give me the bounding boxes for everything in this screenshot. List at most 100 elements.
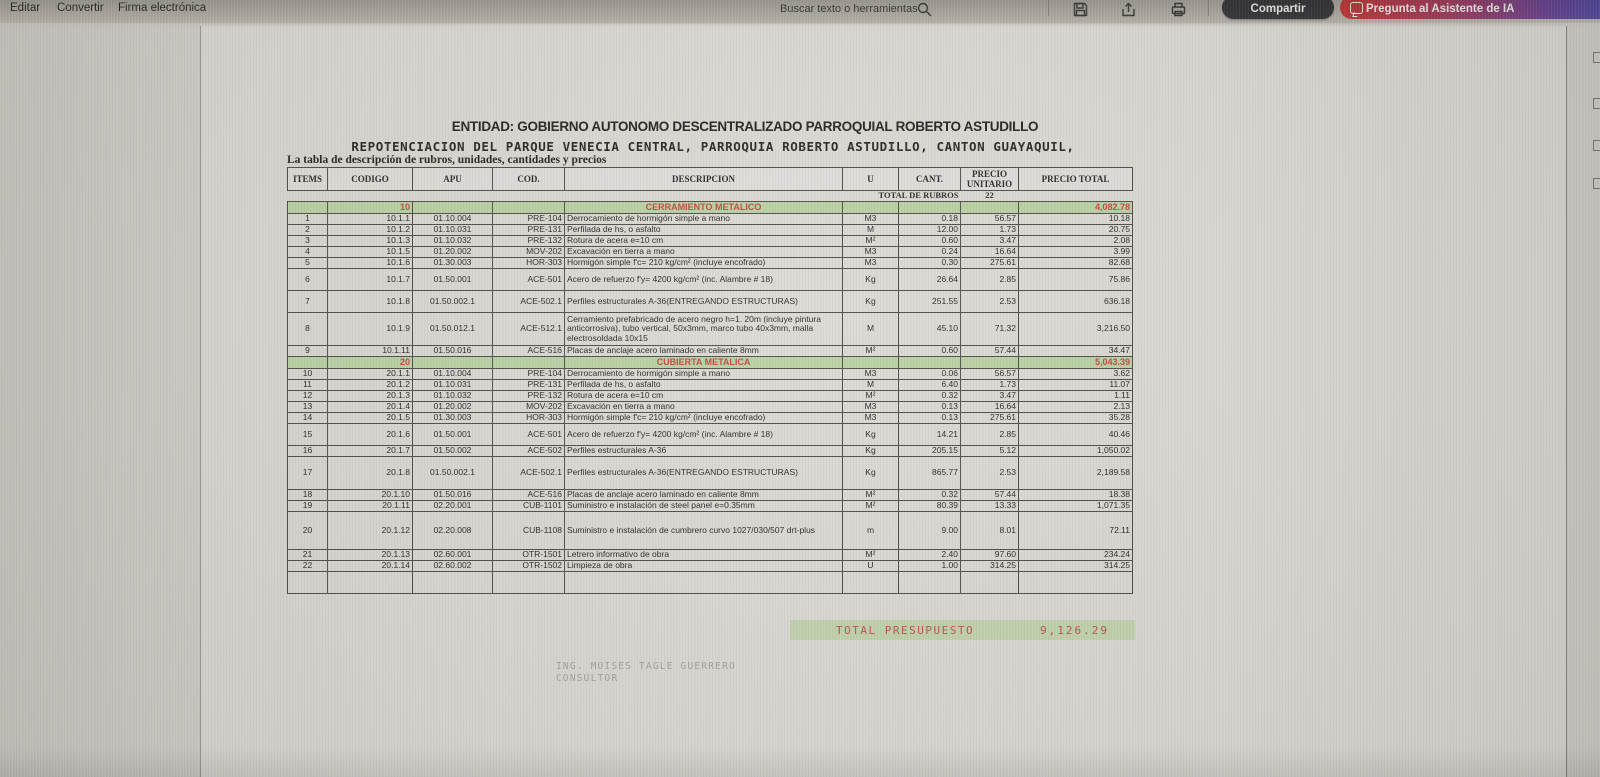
cantidad-cell: 865.77 [898, 456, 961, 490]
sidebar-icon-stub[interactable] [1593, 52, 1600, 63]
cod-cell: HOR-303 [492, 257, 565, 269]
cantidad-cell: 251.55 [898, 290, 961, 313]
apu-cell: 02.60.002 [412, 560, 493, 572]
codigo-cell: 20.1.6 [327, 423, 413, 446]
codigo-cell: 20.1.11 [327, 500, 413, 512]
descripcion-cell: Limpieza de obra [564, 560, 843, 572]
cod-cell: ACE-502.1 [492, 456, 565, 490]
item-number: 11 [287, 379, 328, 391]
item-number: 9 [287, 345, 328, 357]
compartir-button[interactable]: Compartir [1222, 0, 1334, 19]
cod-cell: ACE-502 [492, 445, 565, 457]
empty-cell [842, 571, 899, 594]
group-total: 4,082.78 [1018, 201, 1133, 214]
precio-unitario-cell: 57.44 [960, 489, 1019, 501]
save-icon[interactable] [1072, 1, 1089, 18]
group-cell [960, 201, 1019, 214]
search-icon[interactable] [916, 1, 933, 18]
descripcion-cell: Derrocamiento de hormigón simple a mano [564, 368, 843, 380]
group-cell [492, 201, 565, 214]
cantidad-cell: 0.24 [898, 246, 961, 258]
table-row: 12 20.1.3 01.10.032 PRE-132 Rotura de acera … [287, 390, 1133, 402]
table-row: 1 10.1.1 01.10.004 PRE-104 Derrocamiento de … [287, 213, 1133, 225]
cantidad-cell: 0.30 [898, 257, 961, 269]
menu-editar[interactable]: Editar [10, 2, 41, 14]
unidad-cell: M [842, 379, 899, 391]
precio-unitario-cell: 2.53 [960, 456, 1019, 490]
group-code: 20 [327, 356, 413, 369]
cod-cell: MOV-202 [492, 401, 565, 413]
descripcion-cell: Excavación en tierra a mano [564, 401, 843, 413]
table-row: 6 10.1.7 01.50.001 ACE-501 Acero de refuerzo… [287, 268, 1133, 291]
item-number: 19 [287, 500, 328, 512]
group-name: CUBIERTA METALICA [564, 356, 843, 369]
group-name: CERRAMIENTO METALICO [564, 201, 843, 214]
group-cell [492, 356, 565, 369]
ai-assistant-button[interactable]: Pregunta al Asistente de IA [1340, 0, 1600, 19]
search-label: Buscar texto o herramientas [780, 3, 918, 15]
precio-total-cell: 1.11 [1018, 390, 1133, 402]
table-row: 3 10.1.3 01.10.032 PRE-132 Rotura de acera e… [287, 235, 1133, 247]
cod-cell: PRE-104 [492, 213, 565, 225]
cod-cell: ACE-512.1 [492, 312, 565, 346]
cantidad-cell: 45.10 [898, 312, 961, 346]
group-cell [412, 201, 493, 214]
sidebar-icon-stub[interactable] [1593, 140, 1600, 151]
cod-cell: ACE-502.1 [492, 290, 565, 313]
apu-cell: 01.10.032 [412, 390, 493, 402]
empty-cell [492, 571, 565, 594]
descripcion-cell: Rotura de acera e=10 cm [564, 235, 843, 247]
cod-cell: ACE-516 [492, 489, 565, 501]
apu-cell: 01.10.004 [412, 368, 493, 380]
unidad-cell: M² [842, 500, 899, 512]
print-icon[interactable] [1170, 1, 1187, 18]
descripcion-cell: Rotura de acera e=10 cm [564, 390, 843, 402]
menu-convertir[interactable]: Convertir [57, 2, 104, 14]
descripcion-cell: Perfiles estructurales A-36(ENTREGANDO E… [564, 290, 843, 313]
share-icon[interactable] [1120, 1, 1137, 18]
precio-unitario-cell: 2.85 [960, 423, 1019, 446]
unidad-cell: U [842, 560, 899, 572]
header-row: ITEMS CODIGO APU COD. DESCRIPCION U CANT. PRECI… [287, 167, 1133, 191]
column-header: APU [412, 167, 493, 191]
precio-unitario-cell: 16.64 [960, 246, 1019, 258]
precio-total-cell: 11.07 [1018, 379, 1133, 391]
item-number: 22 [287, 560, 328, 572]
sidebar-icon-stub[interactable] [1593, 178, 1600, 189]
descripcion-cell: Suministro e instalación de cumbrero cur… [564, 511, 843, 550]
total-rubros-label: TOTAL DE RUBROS [878, 190, 959, 201]
sidebar-icon-stub[interactable] [1593, 98, 1600, 109]
cod-cell: PRE-104 [492, 368, 565, 380]
cod-cell: OTR-1501 [492, 549, 565, 561]
descripcion-cell: Derrocamiento de hormigón simple a mano [564, 213, 843, 225]
empty-cell [564, 571, 843, 594]
unidad-cell: M² [842, 345, 899, 357]
unidad-cell: Kg [842, 290, 899, 313]
total-presupuesto-band: TOTAL PRESUPUESTO 9,126.29 [790, 620, 1135, 640]
group-cell [842, 356, 899, 369]
toolbar-divider [1048, 0, 1049, 16]
search-box[interactable]: Buscar texto o herramientas [780, 3, 918, 15]
precio-total-cell: 3.99 [1018, 246, 1133, 258]
apu-cell: 01.20.002 [412, 401, 493, 413]
ai-assistant-label: Pregunta al Asistente de IA [1366, 3, 1515, 15]
codigo-cell: 20.1.2 [327, 379, 413, 391]
budget-table-body: TOTAL DE RUBROS 22 10 CERRAMIENTO METALICO 4… [287, 190, 1133, 594]
budget-table-head: ITEMS CODIGO APU COD. DESCRIPCION U CANT. PRECI… [287, 167, 1133, 191]
cod-cell: MOV-202 [492, 246, 565, 258]
table-row: 11 20.1.2 01.10.031 PRE-131 Perfilada de hs,… [287, 379, 1133, 391]
precio-unitario-cell: 3.47 [960, 235, 1019, 247]
column-header: DESCRIPCION [564, 167, 843, 191]
cod-cell: PRE-131 [492, 224, 565, 236]
cantidad-cell: 9.00 [898, 511, 961, 550]
column-header: CANT. [898, 167, 961, 191]
apu-cell: 01.20.002 [412, 246, 493, 258]
document-subtitle: REPOTENCIACION DEL PARQUE VENECIA CENTRA… [351, 139, 1075, 154]
precio-total-cell: 636.18 [1018, 290, 1133, 313]
cod-cell: CUB-1108 [492, 511, 565, 550]
precio-unitario-cell: 314.25 [960, 560, 1019, 572]
group-cell [842, 201, 899, 214]
menu-firma-electronica[interactable]: Firma electrónica [118, 2, 207, 14]
apu-cell: 02.20.001 [412, 500, 493, 512]
spacer-cell [1019, 191, 1133, 202]
